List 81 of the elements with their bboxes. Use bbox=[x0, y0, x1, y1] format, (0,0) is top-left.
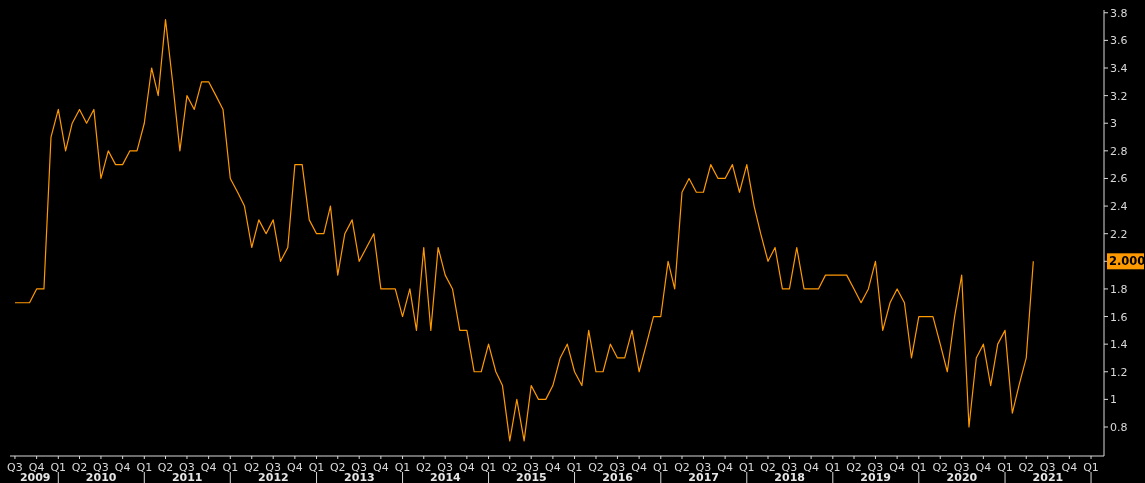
x-tick-label: Q3 bbox=[93, 461, 109, 474]
x-tick-label: Q2 bbox=[846, 461, 862, 474]
x-tick-label: Q4 bbox=[28, 461, 45, 474]
y-tick-label: 2.6 bbox=[1110, 172, 1128, 186]
x-tick-label: Q4 bbox=[631, 461, 647, 474]
x-tick-label: Q4 bbox=[200, 461, 217, 474]
x-tick-label: Q1 bbox=[480, 461, 497, 474]
x-tick-label: Q1 bbox=[652, 461, 669, 474]
x2-tick-label: 2020 bbox=[946, 471, 978, 483]
y-tick-label: 3.4 bbox=[1110, 61, 1128, 75]
x-tick-label: Q2 bbox=[71, 461, 88, 474]
y-tick-label: 2.2 bbox=[1110, 227, 1128, 241]
x-tick-label: Q3 bbox=[179, 461, 195, 474]
y-tick-label: 1.6 bbox=[1110, 310, 1128, 324]
line-series bbox=[14, 19, 1034, 442]
x2-tick-label: 2016 bbox=[602, 471, 634, 483]
x-tick-label: Q1 bbox=[308, 461, 325, 474]
x-tick-label: Q2 bbox=[157, 461, 174, 474]
x-tick-label: Q3 bbox=[695, 461, 712, 474]
y-tick-label: 3.8 bbox=[1110, 6, 1128, 20]
y-tick-label: 3.2 bbox=[1110, 89, 1128, 103]
x-tick-label: Q2 bbox=[329, 461, 346, 474]
x-tick-label: Q3 bbox=[265, 461, 282, 474]
x-tick-label: Q2 bbox=[932, 461, 949, 474]
x-tick-label: Q1 bbox=[394, 461, 411, 474]
x-tick-label: Q1 bbox=[997, 461, 1013, 474]
x-tick-label: Q1 bbox=[1083, 461, 1099, 474]
x-tick-label: Q4 bbox=[114, 461, 131, 474]
x-tick-label: Q1 bbox=[738, 461, 755, 474]
x-tick-label: Q3 bbox=[867, 461, 884, 474]
x-tick-label: Q4 bbox=[889, 461, 905, 474]
x-tick-label: Q3 bbox=[609, 461, 626, 474]
x2-tick-label: 2021 bbox=[1032, 471, 1064, 483]
x-tick-label: Q1 bbox=[222, 461, 239, 474]
x2-tick-label: 2013 bbox=[344, 471, 375, 483]
x-tick-label: Q4 bbox=[975, 461, 992, 474]
x2-tick-label: 2011 bbox=[171, 471, 203, 483]
x-tick-label: Q2 bbox=[1018, 461, 1035, 474]
x-tick-label: Q3 bbox=[953, 461, 970, 474]
y-tick-label: 1.2 bbox=[1110, 365, 1128, 379]
x-tick-label: Q2 bbox=[674, 461, 690, 474]
x-tick-label: Q4 bbox=[717, 461, 733, 474]
x-tick-label: Q3 bbox=[437, 461, 454, 474]
y-tick-label: 3.6 bbox=[1110, 34, 1128, 48]
x-tick-label: Q4 bbox=[1061, 461, 1078, 474]
x2-tick-label: 2019 bbox=[860, 471, 891, 483]
x-tick-label: Q4 bbox=[545, 461, 561, 474]
y-tick-label: 2.4 bbox=[1110, 200, 1128, 214]
x-tick-label: Q1 bbox=[50, 461, 67, 474]
x2-tick-label: 2012 bbox=[258, 471, 289, 483]
y-tick-label: 0.8 bbox=[1110, 421, 1128, 434]
y-tick-label: 2.8 bbox=[1110, 144, 1128, 158]
x2-tick-label: 2010 bbox=[85, 471, 117, 483]
x-tick-label: Q4 bbox=[803, 461, 819, 474]
x-tick-label: Q3 bbox=[7, 461, 23, 474]
x-tick-label: Q2 bbox=[501, 461, 518, 474]
y-tick-label: 2.000 bbox=[1109, 254, 1145, 269]
x-tick-label: Q1 bbox=[824, 461, 841, 474]
x-tick-label: Q3 bbox=[1039, 461, 1056, 474]
x-tick-label: Q3 bbox=[351, 461, 368, 474]
x-tick-label: Q2 bbox=[415, 461, 432, 474]
x-tick-label: Q4 bbox=[287, 461, 303, 474]
y-tick-label: 1.4 bbox=[1110, 338, 1128, 352]
x-tick-label: Q4 bbox=[459, 461, 475, 474]
x-tick-label: Q3 bbox=[523, 461, 540, 474]
y-tick-label: 1 bbox=[1110, 393, 1117, 407]
x-tick-label: Q2 bbox=[588, 461, 604, 474]
x-tick-label: Q2 bbox=[243, 461, 260, 474]
x-tick-label: Q1 bbox=[910, 461, 927, 474]
x2-tick-label: 2014 bbox=[430, 471, 462, 483]
x-tick-label: Q2 bbox=[760, 461, 776, 474]
x2-tick-label: 2009 bbox=[19, 471, 51, 483]
y-tick-label: 3 bbox=[1110, 117, 1117, 131]
x2-tick-label: 2015 bbox=[516, 471, 547, 483]
x-tick-label: Q1 bbox=[566, 461, 583, 474]
x-tick-label: Q4 bbox=[373, 461, 389, 474]
x-tick-label: Q3 bbox=[781, 461, 798, 474]
x2-tick-label: 2018 bbox=[774, 471, 805, 483]
y-tick-label: 1.8 bbox=[1110, 282, 1128, 296]
x2-tick-label: 2017 bbox=[688, 471, 719, 483]
x-tick-label: Q1 bbox=[136, 461, 153, 474]
